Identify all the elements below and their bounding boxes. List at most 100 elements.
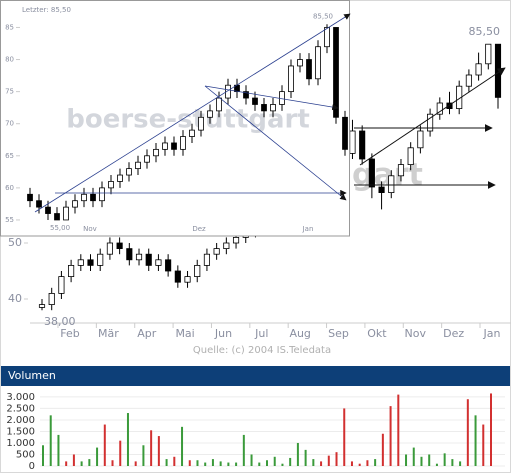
candle-body bbox=[494, 43, 502, 98]
watermark: boerse-stuttgart bbox=[66, 105, 310, 135]
volume-bar bbox=[304, 449, 307, 466]
volume-bar bbox=[327, 455, 330, 466]
candle-body bbox=[54, 213, 60, 221]
volume-bar bbox=[389, 406, 392, 466]
candle-body bbox=[106, 242, 113, 255]
trend-arrow bbox=[204, 85, 347, 201]
candle-body bbox=[465, 74, 472, 87]
volume-bar bbox=[405, 454, 408, 466]
volume-bar bbox=[96, 447, 99, 466]
candle-body bbox=[203, 253, 211, 266]
candle-body bbox=[436, 102, 443, 115]
volume-bar bbox=[80, 461, 83, 466]
candle-body bbox=[315, 46, 321, 80]
volume-title: Volumen bbox=[8, 369, 56, 382]
x-tick-label: Jan bbox=[302, 225, 314, 233]
low-annotation: 55,00 bbox=[50, 224, 70, 232]
volume-bar bbox=[397, 394, 400, 466]
volume-bar bbox=[242, 434, 245, 466]
volume-bar bbox=[366, 460, 369, 466]
y-tick-label: 500 bbox=[16, 449, 35, 460]
volume-bar bbox=[65, 461, 68, 466]
volume-bar bbox=[474, 415, 477, 466]
volume-bar bbox=[111, 460, 114, 466]
y-tick-label: 70 bbox=[5, 120, 14, 128]
candle-body bbox=[349, 130, 356, 154]
x-tick-label: Apr bbox=[137, 327, 157, 340]
x-tick-label: Sep bbox=[328, 327, 349, 340]
volume-bar bbox=[181, 426, 184, 466]
candle-body bbox=[342, 116, 348, 150]
candle-body bbox=[368, 158, 375, 188]
volume-bar bbox=[42, 445, 44, 466]
candle-body bbox=[189, 129, 195, 137]
volume-bar bbox=[219, 461, 222, 466]
candle-body bbox=[36, 200, 42, 208]
y-tick-label: 55 bbox=[5, 216, 14, 224]
volume-bar bbox=[428, 454, 431, 466]
candle-body bbox=[126, 248, 133, 261]
y-tick-label: 65 bbox=[5, 152, 14, 160]
candle-body bbox=[475, 63, 482, 76]
candle-body bbox=[388, 175, 395, 194]
volume-bar bbox=[335, 452, 338, 466]
volume-bar bbox=[165, 459, 168, 466]
candle-body bbox=[99, 187, 105, 202]
x-tick-label: Okt bbox=[367, 327, 387, 340]
x-tick-label: Jul bbox=[254, 327, 268, 340]
x-tick-label: Jun bbox=[214, 327, 232, 340]
volume-bar bbox=[451, 459, 454, 466]
trend-arrow bbox=[34, 13, 351, 213]
candle-body bbox=[279, 91, 285, 105]
volume-bar bbox=[443, 453, 446, 466]
x-tick-label: Aug bbox=[289, 327, 310, 340]
candle-body bbox=[81, 193, 87, 202]
x-tick-label: Dez bbox=[192, 225, 206, 233]
candle-body bbox=[261, 104, 267, 112]
inset-trendlines bbox=[34, 13, 351, 213]
candle-body bbox=[213, 248, 220, 255]
volume-bar bbox=[142, 445, 145, 466]
volume-bar bbox=[374, 459, 377, 466]
candle-body bbox=[77, 259, 84, 266]
candle-body bbox=[223, 242, 230, 249]
inset-chart: Letzter: 85,50 boerse-stuttgart 55 60 65 70 75… bbox=[0, 0, 350, 237]
candle-body bbox=[87, 259, 94, 266]
volume-bar bbox=[157, 436, 160, 466]
candle-body bbox=[174, 270, 181, 283]
candle-body bbox=[297, 59, 303, 67]
volume-bar bbox=[196, 460, 199, 466]
candle-body bbox=[397, 164, 405, 177]
volume-bar bbox=[250, 454, 253, 466]
volume-bar bbox=[150, 430, 153, 466]
candle-body bbox=[117, 174, 123, 182]
volume-bar bbox=[173, 456, 176, 466]
x-tick-label: Jan bbox=[483, 327, 501, 340]
x-tick-label: Nov bbox=[83, 225, 97, 233]
candle-body bbox=[417, 130, 424, 149]
candle-body bbox=[180, 136, 186, 150]
main-trendlines bbox=[354, 67, 506, 189]
volume-header bbox=[1, 366, 510, 386]
candle-body bbox=[378, 186, 385, 193]
volume-bar bbox=[88, 459, 91, 466]
x-tick-label: Feb bbox=[60, 327, 79, 340]
volume-bar bbox=[435, 463, 438, 466]
x-tick-label: Nov bbox=[405, 327, 427, 340]
volume-bar bbox=[459, 461, 462, 466]
x-tick-label: Mai bbox=[175, 327, 194, 340]
volume-bar bbox=[119, 440, 122, 466]
volume-bar bbox=[273, 456, 276, 466]
y-tick-label: 0 bbox=[29, 461, 35, 472]
high-annotation: 85,50 bbox=[313, 12, 333, 20]
y-tick-label: 1.500 bbox=[6, 426, 35, 437]
volume-bar bbox=[350, 461, 353, 466]
candle-body bbox=[243, 91, 249, 99]
trend-arrow bbox=[359, 67, 506, 166]
candle-body bbox=[216, 97, 222, 112]
y-tick-label: 85 bbox=[5, 23, 14, 31]
volume-bar bbox=[381, 433, 384, 466]
y-tick-label: 60 bbox=[5, 184, 14, 192]
volume-bar bbox=[57, 434, 60, 466]
